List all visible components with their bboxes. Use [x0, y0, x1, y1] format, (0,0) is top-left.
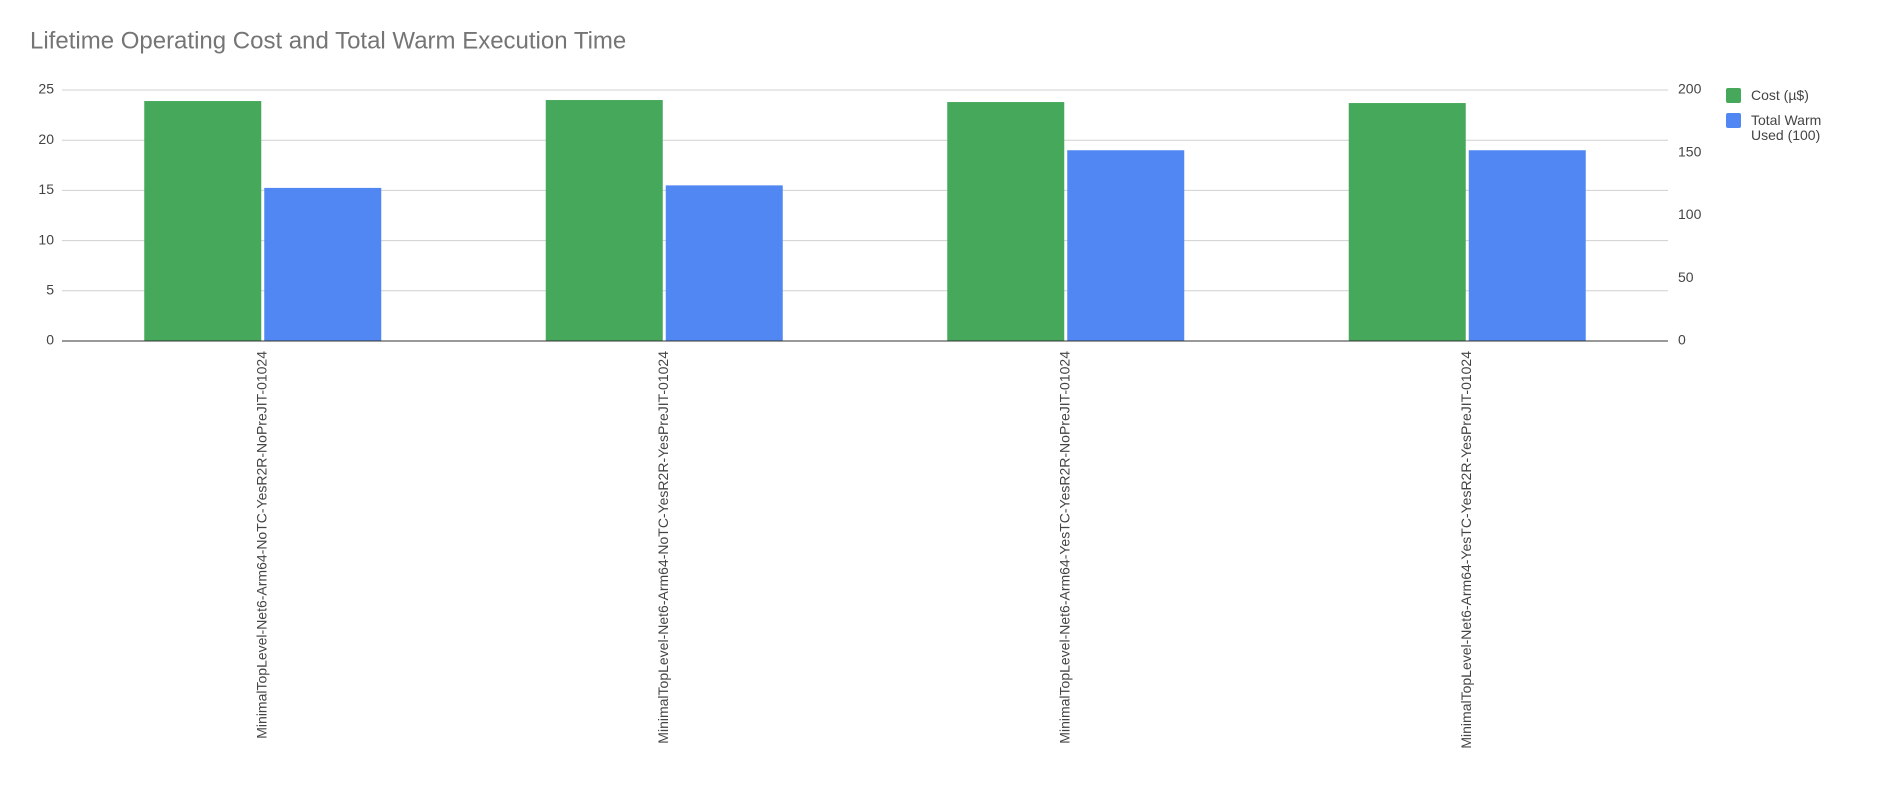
y2-tick-label: 0 [1678, 332, 1686, 348]
bar [545, 100, 663, 341]
legend-swatch [1726, 113, 1741, 128]
x-tick-label: MinimalTopLevel-Net6-Arm64-YesTC-YesR2R-… [1056, 351, 1072, 744]
bar [947, 102, 1065, 341]
legend-label: Cost (µ$) [1751, 87, 1809, 103]
y-tick-label: 25 [38, 81, 54, 97]
x-tick-label: MinimalTopLevel-Net6-Arm64-NoTC-YesR2R-Y… [655, 351, 671, 744]
legend-label: Total Warm Used (100) [1751, 112, 1822, 143]
y2-tick-label: 150 [1678, 143, 1702, 159]
legend-item: Cost (µ$) [1726, 88, 1831, 103]
y2-tick-label: 100 [1678, 206, 1702, 222]
y2-tick-label: 50 [1678, 269, 1694, 285]
y-tick-label: 5 [46, 282, 54, 298]
y-tick-label: 15 [38, 181, 54, 197]
bar [665, 185, 783, 341]
bar [1067, 150, 1185, 341]
y-tick-label: 20 [38, 131, 54, 147]
x-tick-label: MinimalTopLevel-Net6-Arm64-NoTC-YesR2R-N… [253, 351, 269, 739]
y-tick-label: 0 [46, 332, 54, 348]
bar [144, 101, 262, 341]
bar [264, 187, 382, 341]
chart-title: Lifetime Operating Cost and Total Warm E… [30, 27, 626, 54]
bar [1348, 103, 1466, 341]
legend-item: Total Warm Used (100) [1726, 113, 1831, 143]
legend: Cost (µ$) Total Warm Used (100) [1726, 88, 1831, 153]
bar [1468, 150, 1586, 341]
legend-swatch [1726, 88, 1741, 103]
y2-tick-label: 200 [1678, 81, 1702, 97]
x-tick-label: MinimalTopLevel-Net6-Arm64-YesTC-YesR2R-… [1458, 351, 1474, 749]
y-tick-label: 10 [38, 231, 54, 247]
